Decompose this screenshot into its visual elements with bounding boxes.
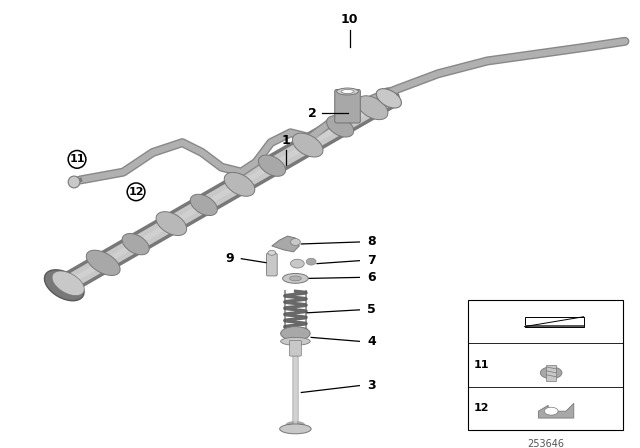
Ellipse shape: [540, 367, 562, 379]
Ellipse shape: [326, 116, 354, 137]
Ellipse shape: [52, 271, 84, 296]
Text: 12: 12: [128, 187, 144, 197]
Text: 10: 10: [340, 13, 358, 26]
Ellipse shape: [289, 276, 301, 281]
Text: 2: 2: [308, 107, 317, 120]
Text: 253646: 253646: [527, 439, 564, 448]
FancyBboxPatch shape: [266, 253, 277, 276]
Text: 6: 6: [367, 271, 376, 284]
Ellipse shape: [281, 327, 310, 340]
Ellipse shape: [122, 233, 149, 255]
Ellipse shape: [259, 155, 285, 176]
Text: 9: 9: [226, 252, 234, 265]
Ellipse shape: [268, 250, 276, 255]
Ellipse shape: [357, 96, 388, 120]
Ellipse shape: [283, 273, 308, 283]
Polygon shape: [525, 317, 584, 327]
Ellipse shape: [292, 133, 323, 157]
Ellipse shape: [291, 259, 304, 268]
Ellipse shape: [341, 90, 354, 94]
Text: 3: 3: [367, 379, 376, 392]
Bar: [468, 300, 623, 430]
Ellipse shape: [544, 407, 558, 415]
Text: 8: 8: [367, 236, 376, 249]
Ellipse shape: [44, 270, 84, 301]
FancyBboxPatch shape: [335, 90, 360, 123]
Polygon shape: [538, 403, 574, 418]
Ellipse shape: [190, 194, 218, 215]
FancyBboxPatch shape: [289, 340, 301, 356]
Polygon shape: [272, 236, 300, 252]
Ellipse shape: [337, 88, 358, 95]
Ellipse shape: [376, 89, 401, 108]
Bar: [547, 365, 556, 381]
Text: 5: 5: [367, 303, 376, 316]
Text: 7: 7: [367, 254, 376, 267]
Ellipse shape: [224, 172, 255, 196]
Ellipse shape: [86, 250, 120, 276]
Text: 1: 1: [281, 134, 290, 147]
Ellipse shape: [291, 238, 300, 246]
Ellipse shape: [285, 421, 305, 429]
Text: 11: 11: [474, 360, 489, 370]
Text: 12: 12: [474, 403, 489, 413]
Circle shape: [68, 176, 80, 188]
Polygon shape: [525, 325, 584, 327]
Ellipse shape: [280, 424, 311, 434]
Ellipse shape: [281, 337, 310, 345]
Ellipse shape: [306, 258, 316, 265]
Text: 4: 4: [367, 335, 376, 348]
Text: 11: 11: [69, 155, 84, 164]
Ellipse shape: [156, 211, 187, 236]
